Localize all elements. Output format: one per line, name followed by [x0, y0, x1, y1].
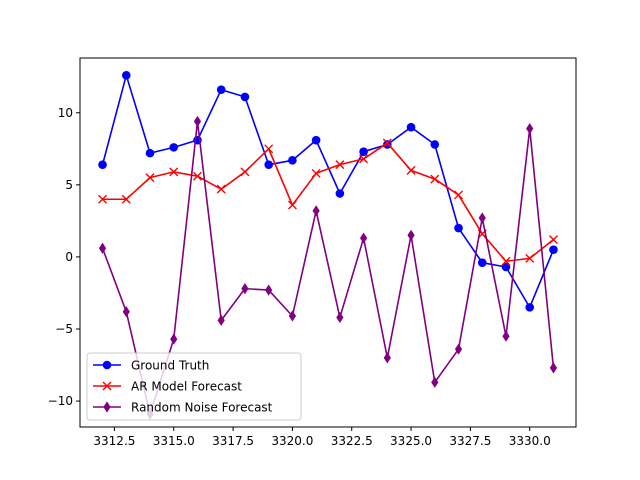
x-tick-label: 3327.5 [449, 434, 491, 448]
data-point [287, 200, 297, 210]
data-point [501, 262, 511, 272]
data-point [454, 223, 463, 233]
data-point [288, 156, 297, 165]
series-2 [98, 138, 558, 266]
data-point [477, 258, 487, 267]
data-point [525, 253, 535, 263]
legend-entry: Ground Truth [93, 359, 209, 373]
legend-marker [103, 401, 111, 413]
data-point [98, 194, 108, 204]
data-point [193, 115, 202, 128]
data-point [525, 303, 535, 312]
y-tick-label: −5 [55, 322, 73, 336]
data-point [264, 144, 274, 154]
data-point [170, 333, 178, 345]
data-point [98, 160, 107, 169]
data-point [478, 212, 486, 224]
legend-label: AR Model Forecast [131, 380, 242, 394]
data-point [359, 147, 368, 156]
data-point [406, 122, 416, 132]
data-point [407, 229, 415, 241]
legend: Ground Truth AR Model Forecast Random Nois… [86, 352, 302, 421]
data-point [169, 143, 179, 152]
data-point [359, 232, 368, 244]
data-point [145, 148, 155, 158]
data-point [192, 171, 202, 181]
y-tick-label: 10 [58, 106, 73, 120]
data-point [430, 140, 440, 149]
data-point [431, 376, 439, 388]
data-point [312, 205, 320, 217]
data-point [122, 306, 130, 318]
x-axis: 3312.5 3315.0 3317.5 3320.0 3322.5 3325.0 3327… [93, 427, 551, 448]
y-axis: −10 −5 0 5 10 [48, 106, 80, 408]
data-point [549, 245, 558, 255]
data-point [98, 242, 107, 254]
data-point [121, 70, 131, 80]
data-point [241, 283, 249, 295]
data-point [335, 189, 345, 198]
data-point [502, 330, 510, 342]
data-point [240, 92, 250, 102]
series-line [102, 142, 554, 263]
data-point [169, 167, 179, 177]
data-point [217, 314, 225, 326]
data-point [454, 343, 463, 355]
data-point [311, 135, 321, 145]
y-tick-label: 5 [65, 178, 73, 192]
legend-marker [102, 381, 112, 391]
legend-box [86, 352, 302, 421]
legend-entries: Ground Truth AR Model Forecast Random Nois… [93, 359, 273, 415]
data-point [265, 284, 273, 296]
x-tick-label: 3320.0 [271, 434, 313, 448]
data-point [383, 352, 391, 364]
series-line [101, 120, 555, 415]
data-point [501, 256, 511, 266]
x-tick-label: 3312.5 [93, 434, 135, 448]
data-point [359, 154, 369, 164]
data-point [548, 235, 558, 245]
data-point [216, 184, 226, 194]
data-point [121, 194, 131, 204]
series-layer [98, 70, 558, 420]
data-point [336, 311, 344, 324]
data-point [311, 168, 321, 178]
data-point [430, 174, 440, 184]
data-point [288, 310, 297, 322]
x-tick-label: 3325.0 [390, 434, 432, 448]
data-point [216, 85, 226, 95]
data-point [526, 123, 534, 135]
x-tick-label: 3317.5 [212, 434, 254, 448]
data-point [264, 160, 273, 169]
legend-marker [102, 360, 112, 370]
x-tick-label: 3315.0 [153, 434, 195, 448]
data-point [335, 160, 345, 170]
y-tick-label: −10 [48, 394, 73, 408]
legend-entry: Random Noise Forecast [93, 401, 273, 415]
data-point [382, 138, 392, 148]
data-point [145, 173, 155, 183]
data-point [240, 167, 250, 177]
legend-entry: AR Model Forecast [93, 380, 242, 394]
x-tick-label: 3330.0 [509, 434, 551, 448]
data-point [454, 190, 464, 200]
plot-frame [79, 57, 577, 428]
series-3 [98, 115, 558, 420]
x-tick-label: 3322.5 [331, 434, 373, 448]
y-tick-label: 0 [65, 250, 73, 264]
legend-label: Random Noise Forecast [131, 401, 273, 415]
data-point [406, 165, 416, 175]
legend-label: Ground Truth [131, 359, 209, 373]
data-point [549, 362, 558, 374]
